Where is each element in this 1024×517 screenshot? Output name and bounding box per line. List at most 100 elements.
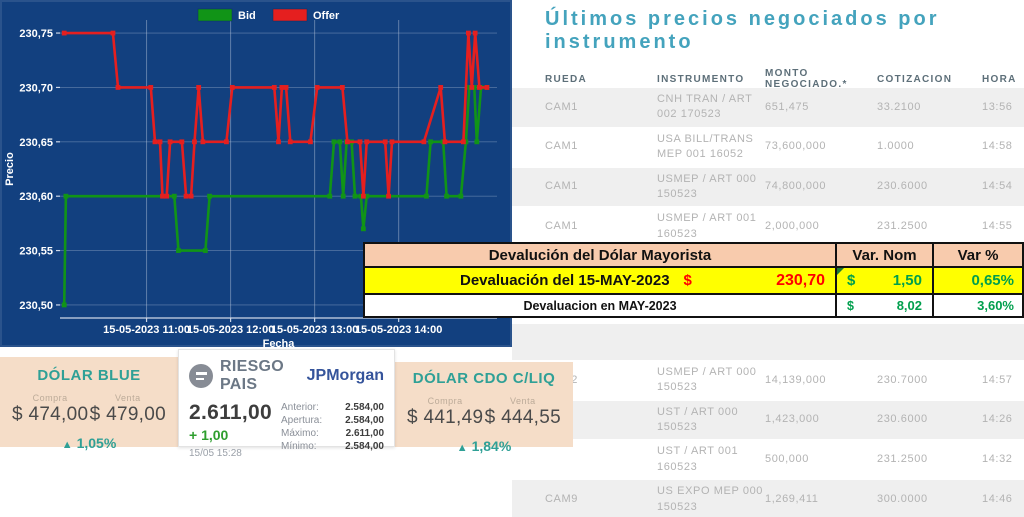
stat-maximo: Máximo: 2.611,00: [281, 428, 384, 439]
cell-monto: 500,000: [765, 453, 809, 466]
riesgo-pais-label: RIESGO PAIS: [220, 358, 285, 393]
stat-minimo: Mínimo: 2.584,00: [281, 441, 384, 452]
cell-hora: 14:55: [982, 220, 1013, 233]
cell-instrumento: USMEP / ART 000 150523: [657, 365, 757, 394]
cell-cotizacion: 230.6000: [877, 413, 928, 426]
devaluation-month-var-nom: $ 8,02: [837, 295, 932, 316]
table-row[interactable]: CAM1 USA BILL/TRANS MEP 001 16052 73,600…: [512, 127, 1024, 167]
svg-text:15-05-2023 14:00: 15-05-2023 14:00: [355, 324, 442, 336]
cell-instrumento: USA BILL/TRANS MEP 001 16052: [657, 132, 754, 161]
cell-monto: 1,269,411: [765, 492, 819, 505]
riesgo-pais-value: 2.611,00: [189, 401, 272, 424]
table-row[interactable]: CAM1 USMEP / ART 001 160523 2,000,000 23…: [512, 207, 1024, 247]
cell-rueda: CAM1: [545, 220, 578, 233]
riesgo-pais-logo-icon: [189, 364, 213, 388]
cell-rueda: CAM1: [545, 100, 578, 113]
currency-symbol: $: [683, 272, 692, 289]
price-chart: 230,50 230,55 230,60 230,65 230,70 230,75 15-0…: [0, 0, 512, 347]
dolar-ccl-change: ▲ 1,84%: [456, 438, 512, 454]
cell-rueda: CAM1: [545, 140, 578, 153]
cell-cotizacion: 1.0000: [877, 140, 915, 153]
devaluation-month-var-pct: 3,60%: [934, 295, 1022, 316]
riesgo-pais-card: RIESGO PAIS JPMorgan 2.611,00 + 1,00 15/…: [178, 349, 395, 459]
devaluation-table: Devalución del Dólar Mayorista Var. Nom …: [363, 242, 1024, 318]
svg-text:15-05-2023 13:00: 15-05-2023 13:00: [271, 324, 358, 336]
dolar-blue-title: DÓLAR BLUE: [37, 367, 141, 384]
svg-text:Offer: Offer: [313, 10, 340, 22]
svg-text:230,55: 230,55: [19, 246, 53, 258]
dolar-ccl-title: DÓLAR CDO C/LIQ: [412, 370, 556, 387]
riesgo-pais-timestamp: 15/05 15:28: [189, 448, 242, 459]
devaluation-month-row-label: Devaluacion en MAY-2023: [365, 295, 835, 316]
cell-instrumento: UST / ART 001 160523: [657, 445, 739, 473]
dolar-ccl-compra: Compra $ 441,49: [407, 396, 484, 428]
col-cotizacion: COTIZACION: [877, 73, 953, 85]
cell-instrumento: US EXPO MEP 000 150523: [657, 485, 764, 513]
devaluation-day-row-label: Devaluación del 15-MAY-2023 $ 230,70: [365, 268, 835, 293]
panel-title: Últimos precios negociados por instrumen…: [545, 8, 940, 53]
cell-hora: 14:58: [982, 140, 1013, 153]
svg-text:230,50: 230,50: [19, 300, 53, 312]
cell-instrumento: CNH TRAN / ART 002 170523: [657, 93, 753, 121]
svg-text:230,60: 230,60: [19, 191, 53, 203]
table-header: RUEDA INSTRUMENTO MONTO NEGOCIADO.* COTI…: [512, 68, 1024, 90]
up-arrow-icon: ▲: [456, 442, 468, 454]
up-arrow-icon: ▲: [61, 439, 73, 451]
table-row[interactable]: CAM1 USMEP / ART 000 150523 74,800,000 2…: [512, 167, 1024, 207]
cell-monto: 14,139,000: [765, 373, 827, 386]
devaluation-col-var-nom: Var. Nom: [837, 244, 932, 266]
cell-cotizacion: 230.7000: [877, 373, 928, 386]
cell-instrumento: UST / ART 000 150523: [657, 405, 739, 434]
riesgo-pais-change: + 1,00: [189, 427, 229, 443]
cell-monto: 74,800,000: [765, 180, 827, 193]
riesgo-pais-stats: Anterior: 2.584,00 Apertura: 2.584,00 Máxi…: [281, 402, 384, 459]
cell-rueda: CAM1: [545, 180, 578, 193]
svg-text:Fecha: Fecha: [263, 338, 296, 347]
svg-text:Bid: Bid: [238, 10, 256, 22]
table-row[interactable]: [512, 323, 1024, 360]
devaluation-day-value: 230,70: [776, 271, 825, 289]
table-row[interactable]: UST / ART 000 150523 1,423,000 230.6000 …: [512, 400, 1024, 440]
col-monto: MONTO NEGOCIADO.*: [765, 68, 848, 90]
cell-monto: 1,423,000: [765, 413, 820, 426]
cell-monto: 651,475: [765, 100, 809, 113]
devaluation-col-var-pct: Var %: [934, 244, 1022, 266]
col-rueda: RUEDA: [545, 73, 588, 85]
table-row[interactable]: CAM2 USMEP / ART 000 150523 14,139,000 2…: [512, 360, 1024, 400]
cell-instrumento: USMEP / ART 001 160523: [657, 212, 757, 240]
cell-instrumento: USMEP / ART 000 150523: [657, 172, 757, 200]
col-instrumento: INSTRUMENTO: [657, 73, 745, 85]
table-row[interactable]: CAM1 CNH TRAN / ART 002 170523 651,475 3…: [512, 88, 1024, 127]
devaluation-title: Devalución del Dólar Mayorista: [365, 244, 835, 266]
svg-text:Precio: Precio: [4, 152, 16, 186]
devaluation-day-var-pct: 0,65%: [934, 268, 1022, 293]
cell-cotizacion: 33.2100: [877, 100, 921, 113]
dolar-ccl-venta: Venta $ 444,55: [484, 396, 561, 428]
dolar-blue-compra: Compra $ 474,00: [12, 393, 89, 425]
stat-apertura: Apertura: 2.584,00: [281, 415, 384, 426]
cell-monto: 2,000,000: [765, 220, 820, 233]
dolar-ccl-card: DÓLAR CDO C/LIQ Compra $ 441,49 Venta $ …: [395, 362, 573, 454]
svg-text:230,75: 230,75: [19, 28, 53, 40]
cell-rueda: CAM9: [545, 492, 578, 505]
cell-hora: 14:32: [982, 453, 1013, 466]
jpmorgan-brand: JPMorgan: [306, 367, 384, 384]
svg-text:15-05-2023 11:00: 15-05-2023 11:00: [103, 324, 190, 336]
cell-hora: 13:56: [982, 100, 1013, 113]
cell-cotizacion: 300.0000: [877, 492, 928, 505]
svg-text:230,65: 230,65: [19, 137, 53, 149]
devaluation-day-var-nom: $ 1,50: [837, 268, 932, 293]
cell-cotizacion: 230.6000: [877, 180, 928, 193]
table-row[interactable]: UST / ART 001 160523 500,000 231.2500 14…: [512, 440, 1024, 480]
svg-text:15-05-2023 12:00: 15-05-2023 12:00: [187, 324, 274, 336]
table-row[interactable]: CAM9 US EXPO MEP 000 150523 1,269,411 30…: [512, 480, 1024, 517]
cell-monto: 73,600,000: [765, 140, 827, 153]
dolar-blue-card: DÓLAR BLUE Compra $ 474,00 Venta $ 479,0…: [0, 357, 178, 451]
cell-hora: 14:57: [982, 373, 1013, 386]
svg-text:230,70: 230,70: [19, 82, 53, 94]
cell-hora: 14:54: [982, 180, 1013, 193]
cell-hora: 14:26: [982, 413, 1013, 426]
cell-hora: 14:46: [982, 492, 1013, 505]
dolar-blue-change: ▲ 1,05%: [61, 435, 117, 451]
